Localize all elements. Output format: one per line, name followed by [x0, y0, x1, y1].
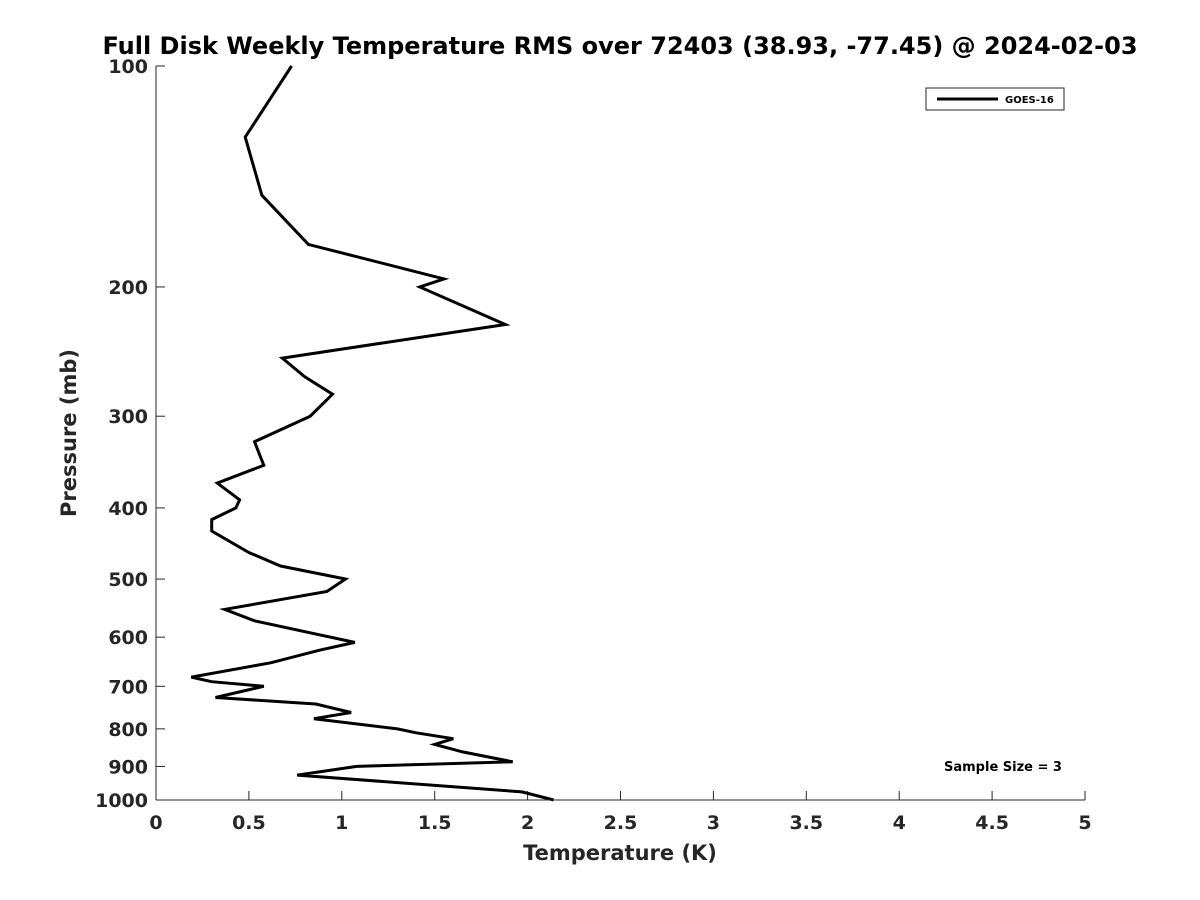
x-tick-label: 2: [521, 812, 534, 834]
x-tick-label: 5: [1078, 812, 1091, 834]
x-tick-label: 1.5: [418, 812, 452, 834]
series-line-goes-16: [190, 65, 554, 802]
y-tick-label: 100: [108, 56, 148, 78]
x-axis-ticks: 0 0.5 1 1.5 2 2.5 3 3.5 4 4.5 5: [149, 791, 1092, 834]
x-tick-label: 4.5: [975, 812, 1009, 834]
y-tick-label: 800: [108, 719, 148, 741]
x-axis-label: Temperature (K): [523, 841, 717, 865]
y-tick-label: 300: [108, 406, 148, 428]
y-axis-label: Pressure (mb): [57, 349, 81, 517]
chart-title: Full Disk Weekly Temperature RMS over 72…: [102, 32, 1137, 60]
x-tick-label: 4: [893, 812, 906, 834]
legend: GOES-16: [925, 87, 1065, 111]
y-tick-label: 200: [108, 277, 148, 299]
y-tick-label: 700: [108, 676, 148, 698]
legend-label-goes-16: GOES-16: [1005, 95, 1054, 106]
y-tick-label: 400: [108, 498, 148, 520]
y-tick-label: 900: [108, 756, 148, 778]
x-tick-label: 2.5: [604, 812, 638, 834]
y-tick-label: 1000: [95, 790, 148, 812]
plot-area: [190, 65, 554, 802]
y-tick-label: 500: [108, 569, 148, 591]
y-axis-ticks: 100 200 300 400 500 600 700 800 900 1000: [95, 56, 165, 812]
x-tick-label: 3.5: [789, 812, 823, 834]
sample-size-annotation: Sample Size = 3: [944, 760, 1062, 775]
x-tick-label: 3: [707, 812, 720, 834]
y-tick-label: 600: [108, 627, 148, 649]
x-tick-label: 0.5: [232, 812, 266, 834]
x-tick-label: 1: [335, 812, 348, 834]
x-tick-label: 0: [149, 812, 162, 834]
